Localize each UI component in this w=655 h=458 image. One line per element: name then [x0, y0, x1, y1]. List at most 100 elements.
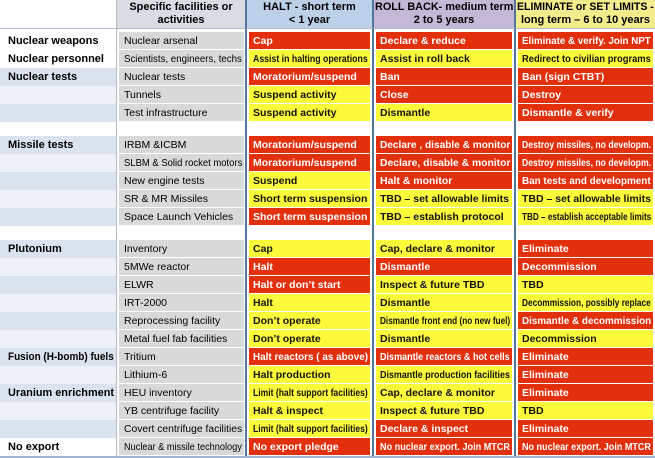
eliminate-chip: Eliminate [518, 240, 653, 257]
eliminate-cell: Decommission [516, 330, 655, 348]
header-eliminate-phase-cell: ELIMINATE or SET LIMITS - long term – 6 … [516, 0, 655, 29]
halt-chip: Assist in halting operations [249, 50, 370, 67]
halt-label: Halt & inspect [253, 404, 324, 417]
category-cell [0, 420, 117, 438]
halt-cell: Limit (halt support facilities) [247, 384, 374, 402]
rollback-cell: Close [374, 86, 516, 104]
facility-chip: Lithium-6 [119, 366, 244, 383]
facility-cell: Nuclear arsenal [117, 32, 247, 50]
rollback-label: Cap, declare & monitor [380, 242, 495, 255]
facility-chip: ELWR [119, 276, 244, 293]
eliminate-cell: Decommission, possibly replace [516, 294, 655, 312]
rollback-chip: Cap, declare & monitor [376, 240, 512, 257]
halt-cell: Don’t operate [247, 330, 374, 348]
facility-cell: Scientists, engineers, techs [117, 50, 247, 68]
rollback-chip: TBD – establish protocol [376, 208, 512, 225]
halt-cell: Halt or don’t start [247, 276, 374, 294]
rollback-cell: Dismantle reactors & hot cells [374, 348, 516, 366]
halt-cell: Cap [247, 32, 374, 50]
halt-label: Halt reactors ( as above) [253, 350, 369, 363]
category-label: Uranium enrichment [8, 387, 115, 399]
rollback-label: Cap, declare & monitor [380, 386, 495, 399]
halt-cell: Short term suspension [247, 208, 374, 226]
halt-cell: Moratorium/suspend [247, 154, 374, 172]
rollback-chip: Assist in roll back [376, 50, 512, 67]
rollback-cell: Halt & monitor [374, 172, 516, 190]
category-cell [0, 258, 117, 276]
table-row: 5MWe reactor Halt Dismantle Decommission [0, 258, 655, 276]
rollback-cell: Declare, disable & monitor [374, 154, 516, 172]
facility-label: SLBM & Solid rocket motors [124, 156, 243, 169]
facility-chip: Metal fuel fab facilities [119, 330, 244, 347]
halt-label: No export pledge [253, 440, 339, 453]
rollback-label: Declare , disable & monitor [380, 138, 511, 151]
category-cell [0, 190, 117, 208]
facility-cell: IRBM &ICBM [117, 136, 247, 154]
halt-chip: Cap [249, 32, 370, 49]
eliminate-cell: TBD – set allowable limits [516, 190, 655, 208]
halt-chip: Moratorium/suspend [249, 136, 370, 153]
facility-chip: IRBM &ICBM [119, 136, 244, 153]
rollback-chip: Declare, disable & monitor [376, 154, 512, 171]
facility-label: Lithium-6 [124, 368, 168, 381]
eliminate-cell: Ban (sign CTBT) [516, 68, 655, 86]
rollback-chip: Ban [376, 68, 512, 85]
halt-chip: Halt [249, 294, 370, 311]
header-halt-line1: HALT - short term [263, 1, 356, 13]
header-halt-phase-cell: HALT - short term < 1 year [247, 0, 374, 29]
halt-cell: Short term suspension [247, 190, 374, 208]
rollback-label: Halt & monitor [380, 174, 453, 187]
rollback-label: Dismantle reactors & hot cells [380, 350, 510, 363]
eliminate-chip: TBD – set allowable limits [518, 190, 653, 207]
rollback-label: Ban [380, 70, 400, 83]
facility-chip: Test infrastructure [119, 104, 244, 121]
eliminate-chip: Eliminate & verify. Join NPT [518, 32, 653, 49]
rollback-cell: Dismantle [374, 258, 516, 276]
rollback-cell: Ban [374, 68, 516, 86]
eliminate-chip: TBD – establish acceptable limits [518, 208, 653, 225]
eliminate-cell: Eliminate [516, 366, 655, 384]
eliminate-label: Eliminate [522, 242, 569, 255]
table-row: New engine tests Suspend Halt & monitor Ban… [0, 172, 655, 190]
halt-label: Moratorium/suspend [253, 70, 357, 83]
facility-chip: Reprocessing facility [119, 312, 244, 329]
halt-label: Don’t operate [253, 314, 321, 327]
category-label: Plutonium [8, 243, 62, 255]
facility-cell: New engine tests [117, 172, 247, 190]
eliminate-chip: Decommission [518, 330, 653, 347]
eliminate-cell: Eliminate [516, 384, 655, 402]
rollback-chip: Cap, declare & monitor [376, 384, 512, 401]
rollback-cell: Declare , disable & monitor [374, 136, 516, 154]
category-cell: Fusion (H-bomb) fuels [0, 348, 117, 366]
facility-chip: IRT-2000 [119, 294, 244, 311]
facility-chip: Nuclear & missile technology [119, 438, 244, 455]
header-rollback-phase-cell: ROLL BACK- medium term 2 to 5 years [374, 0, 516, 29]
rollback-label: Declare & reduce [380, 34, 466, 47]
rollback-chip: Declare , disable & monitor [376, 136, 512, 153]
eliminate-label: Destroy [522, 88, 562, 101]
facility-chip: SLBM & Solid rocket motors [119, 154, 244, 171]
facility-label: IRT-2000 [124, 296, 167, 309]
category-cell: Missile tests [0, 136, 117, 154]
facility-chip: New engine tests [119, 172, 244, 189]
facility-label: Nuclear & missile technology [124, 440, 242, 453]
eliminate-label: No nuclear export. Join MTCR [522, 440, 651, 453]
eliminate-chip: Dismantle & decommission [518, 312, 653, 329]
eliminate-chip: Eliminate [518, 366, 653, 383]
category-cell [0, 330, 117, 348]
rollback-label: Close [380, 88, 409, 101]
rollback-cell: Inspect & future TBD [374, 276, 516, 294]
rollback-cell: Dismantle front end (no new fuel) [374, 312, 516, 330]
rollback-cell: TBD – set allowable limits [374, 190, 516, 208]
eliminate-label: Destroy missiles, no developm. [522, 156, 652, 169]
eliminate-cell: Destroy missiles, no developm. [516, 154, 655, 172]
halt-label: Cap [253, 242, 273, 255]
facility-label: Reprocessing facility [124, 314, 221, 327]
facility-label: ELWR [124, 278, 154, 291]
eliminate-chip: Eliminate [518, 348, 653, 365]
table-row: Nuclear tests Nuclear tests Moratorium/sus… [0, 68, 655, 86]
facility-cell: Inventory [117, 240, 247, 258]
halt-label: Suspend activity [253, 88, 337, 101]
rollback-cell: Declare & inspect [374, 420, 516, 438]
eliminate-label: Eliminate [522, 422, 569, 435]
